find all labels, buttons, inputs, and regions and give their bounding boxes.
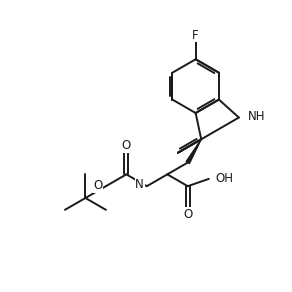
Text: H: H <box>136 184 144 194</box>
Text: O: O <box>93 179 102 192</box>
Text: O: O <box>183 208 192 221</box>
Text: N: N <box>135 178 144 191</box>
Text: OH: OH <box>215 172 233 185</box>
Text: O: O <box>122 139 131 152</box>
Polygon shape <box>186 139 201 164</box>
Text: NH: NH <box>248 110 265 123</box>
Text: F: F <box>192 29 199 41</box>
